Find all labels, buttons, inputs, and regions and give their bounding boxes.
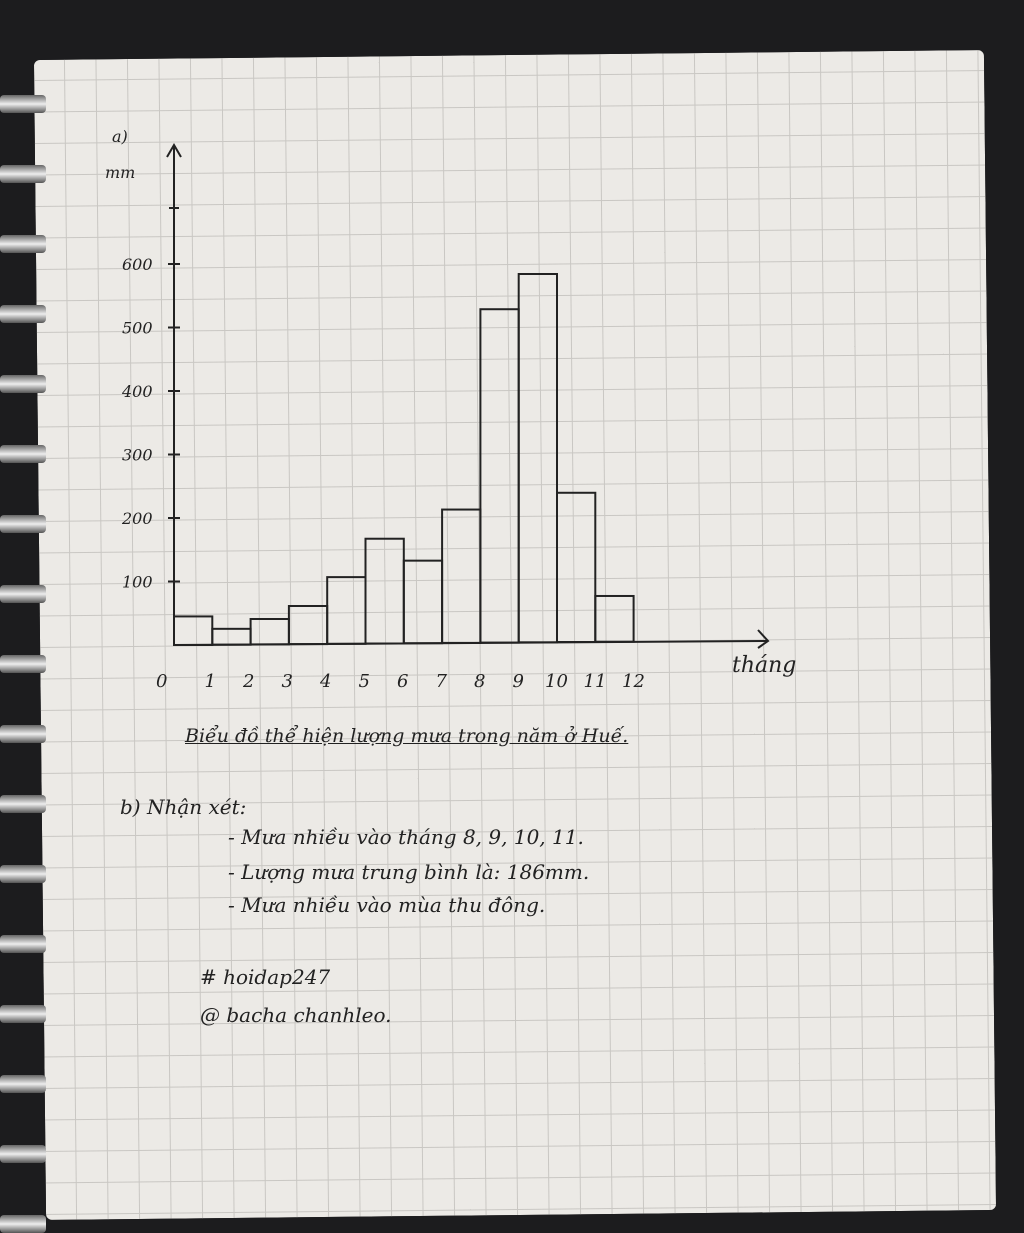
- ring: [0, 585, 46, 603]
- ring: [0, 1215, 46, 1233]
- x-tick-label: 1: [205, 671, 216, 692]
- ring: [0, 935, 46, 953]
- ring: [0, 1145, 46, 1163]
- bar-month-5: [326, 576, 367, 645]
- x-tick-label: 5: [359, 671, 370, 692]
- x-tick-label: 10: [545, 671, 568, 692]
- y-axis-arrow: [166, 143, 182, 158]
- ring: [0, 725, 46, 743]
- ring: [0, 865, 46, 883]
- bar-month-11: [556, 491, 597, 643]
- bar-month-7: [402, 559, 444, 645]
- y-tick-label: 500: [122, 319, 153, 338]
- y-tick-label: 200: [121, 509, 153, 528]
- ring: [0, 235, 46, 253]
- ring: [0, 655, 46, 673]
- y-tick-label: 100: [122, 573, 153, 592]
- bar-month-1: [173, 615, 214, 646]
- bar-month-6: [364, 537, 405, 645]
- ring: [0, 95, 46, 113]
- y-tick-label: 400: [121, 382, 153, 401]
- hashtag: # hoidap247: [200, 965, 331, 989]
- chart-label: a): [112, 127, 128, 146]
- ring: [0, 375, 46, 393]
- x-tick-label: 9: [513, 671, 524, 692]
- x-tick-label: 0: [156, 671, 167, 692]
- ring: [0, 1005, 46, 1023]
- y-tick-label: 600: [122, 255, 153, 274]
- x-tick-label: 2: [242, 671, 254, 692]
- note-item: - Mưa nhiều vào tháng 8, 9, 10, 11.: [228, 825, 584, 849]
- ring: [0, 445, 46, 463]
- bar-month-4: [287, 605, 329, 646]
- x-tick-label: 11: [584, 671, 607, 692]
- bar-month-3: [249, 618, 290, 646]
- chart-title: Biểu đồ thể hiện lượng mưa trong năm ở H…: [185, 725, 629, 747]
- y-axis-label: mm: [105, 163, 135, 182]
- bar-month-2: [211, 627, 252, 646]
- note-item: - Mưa nhiều vào mùa thu đông.: [228, 893, 546, 917]
- ring: [0, 305, 46, 323]
- x-axis-arrow: [757, 629, 770, 649]
- x-tick-label: 3: [282, 671, 293, 692]
- note-item: - Lượng mưa trung bình là: 186mm.: [228, 860, 590, 884]
- ring: [0, 795, 46, 813]
- bar-month-8: [441, 508, 482, 644]
- y-tick-label: 300: [122, 446, 153, 465]
- x-tick-label: 6: [397, 671, 408, 692]
- notes-heading: b) Nhận xét:: [120, 795, 247, 819]
- bar-month-12: [594, 594, 635, 643]
- x-tick-label: 12: [622, 671, 645, 692]
- x-tick-label: 4: [319, 671, 331, 692]
- bar-month-10: [517, 273, 559, 644]
- x-axis-label: tháng: [732, 653, 796, 678]
- author: @ bacha chanhleo.: [200, 1003, 392, 1027]
- bar-month-9: [479, 308, 520, 644]
- ring: [0, 165, 46, 183]
- x-tick-label: 7: [436, 671, 448, 692]
- x-tick-label: 8: [474, 671, 485, 692]
- ring: [0, 515, 46, 533]
- ring: [0, 1075, 46, 1093]
